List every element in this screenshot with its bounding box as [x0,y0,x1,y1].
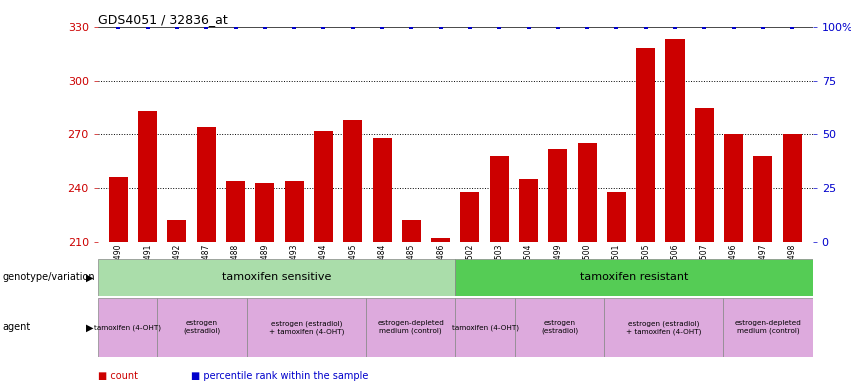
Point [434,24,448,30]
Point [258,24,271,30]
Text: ▶: ▶ [86,322,94,333]
Point [727,24,740,30]
Bar [138,111,157,384]
Bar [604,298,723,357]
Text: tamoxifen sensitive: tamoxifen sensitive [222,272,331,283]
Text: tamoxifen (4-OHT): tamoxifen (4-OHT) [94,324,161,331]
Point [522,24,535,30]
Bar [157,298,247,357]
Point [170,24,184,30]
Bar [168,220,186,384]
Bar [724,134,743,384]
Text: estrogen (estradiol)
+ tamoxifen (4-OHT): estrogen (estradiol) + tamoxifen (4-OHT) [269,320,344,334]
Text: ■ percentile rank within the sample: ■ percentile rank within the sample [191,371,368,381]
Bar [366,298,455,357]
Bar [255,183,274,384]
Bar [548,149,568,384]
Bar [637,48,655,384]
Bar [247,298,366,357]
Bar [519,179,538,384]
Point [199,24,213,30]
Point [609,24,623,30]
Point [317,24,330,30]
Bar [723,298,813,357]
Bar [694,108,714,384]
Text: tamoxifen (4-OHT): tamoxifen (4-OHT) [452,324,518,331]
Bar [515,298,604,357]
Bar [98,298,157,357]
Bar [284,181,304,384]
Text: estrogen-depleted
medium (control): estrogen-depleted medium (control) [734,320,802,334]
Point [463,24,477,30]
Point [404,24,418,30]
Text: ■ count: ■ count [98,371,138,381]
Point [229,24,243,30]
Point [141,24,155,30]
Text: estrogen-depleted
medium (control): estrogen-depleted medium (control) [377,320,444,334]
Bar [578,143,597,384]
Bar [402,220,421,384]
Point [756,24,769,30]
Bar [607,192,626,384]
Text: genotype/variation: genotype/variation [3,272,95,283]
Text: estrogen
(estradiol): estrogen (estradiol) [541,320,578,334]
Bar [489,156,509,384]
Bar [455,298,515,357]
Point [551,24,564,30]
Bar [226,181,245,384]
Bar [343,120,363,384]
Bar [373,138,391,384]
Bar [455,259,813,296]
Point [639,24,653,30]
Bar [783,134,802,384]
Point [698,24,711,30]
Text: tamoxifen resistant: tamoxifen resistant [580,272,688,283]
Text: agent: agent [3,322,31,333]
Text: estrogen
(estradiol): estrogen (estradiol) [184,320,220,334]
Bar [109,177,128,384]
Text: ▶: ▶ [86,272,94,283]
Text: estrogen (estradiol)
+ tamoxifen (4-OHT): estrogen (estradiol) + tamoxifen (4-OHT) [626,320,701,334]
Bar [665,40,684,384]
Point [580,24,594,30]
Point [346,24,360,30]
Bar [460,192,479,384]
Point [493,24,506,30]
Bar [197,127,216,384]
Point [111,24,125,30]
Bar [753,156,773,384]
Bar [98,259,455,296]
Text: GDS4051 / 32836_at: GDS4051 / 32836_at [98,13,227,26]
Point [375,24,389,30]
Point [288,24,301,30]
Point [785,24,799,30]
Bar [314,131,333,384]
Point [668,24,682,30]
Bar [431,238,450,384]
